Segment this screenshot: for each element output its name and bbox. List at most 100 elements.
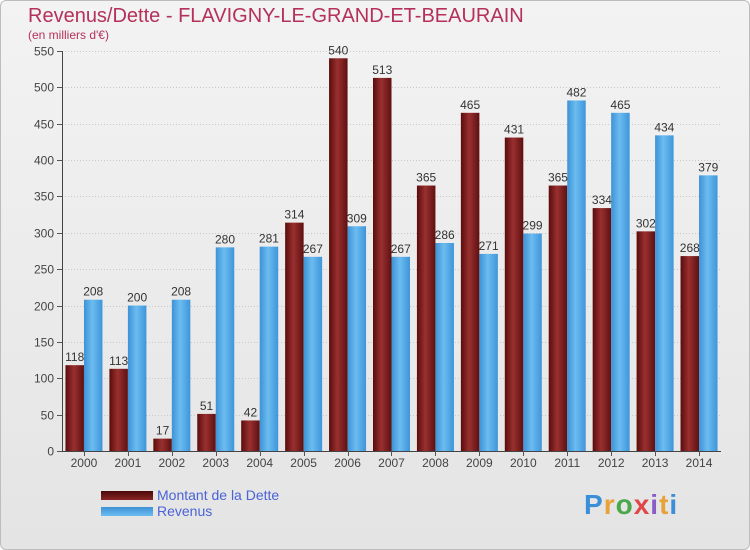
bar-revenue <box>215 247 235 451</box>
x-tick-label: 2002 <box>158 456 185 470</box>
legend-swatch-revenue <box>101 506 153 516</box>
data-labels: 118 208 113 200 17 208 51 280 42 281 314 267 540 309 5… <box>65 43 718 437</box>
bar-debt <box>197 413 216 451</box>
data-label-debt: 465 <box>460 98 480 112</box>
bar-revenue <box>391 256 410 451</box>
logo-letter: t <box>659 489 670 520</box>
x-tick-label: 2000 <box>71 456 98 470</box>
data-label-revenue: 434 <box>654 120 674 134</box>
data-label-revenue: 309 <box>347 211 367 225</box>
bar-debt <box>65 365 84 451</box>
bars <box>65 58 718 452</box>
y-tick-label: 0 <box>47 445 54 459</box>
y-tick-label: 50 <box>41 409 55 423</box>
x-tick-label: 2001 <box>115 456 142 470</box>
logo-letter: P <box>584 489 604 520</box>
data-label-revenue: 299 <box>523 219 543 233</box>
data-label-debt: 540 <box>328 43 348 57</box>
x-tick-label: 2009 <box>466 456 493 470</box>
legend: Montant de la Dette Revenus <box>101 487 279 519</box>
data-label-revenue: 200 <box>127 291 147 305</box>
x-tick-label: 2003 <box>202 456 229 470</box>
x-tick-label: 2007 <box>378 456 405 470</box>
chart-subtitle: (en milliers d'€) <box>28 28 109 42</box>
legend-item-revenue: Revenus <box>101 503 279 519</box>
data-label-revenue: 482 <box>566 85 586 99</box>
bar-debt <box>460 112 480 452</box>
bar-debt <box>416 185 436 451</box>
bar-debt <box>285 222 304 451</box>
x-tick-label: 2010 <box>510 456 537 470</box>
data-label-debt: 334 <box>592 193 612 207</box>
logo-letter: o <box>615 489 634 520</box>
y-tick-label: 500 <box>34 81 54 95</box>
bar-debt <box>153 438 172 451</box>
y-tick-label: 550 <box>34 45 54 59</box>
data-label-revenue: 379 <box>698 160 718 174</box>
x-tick-label: 2012 <box>598 456 625 470</box>
legend-swatch-debt <box>101 490 153 500</box>
bar-revenue <box>83 299 103 451</box>
bar-debt <box>373 77 392 451</box>
logo-letter: x <box>633 489 651 520</box>
bar-revenue <box>523 233 542 451</box>
y-tick-label: 300 <box>34 227 54 241</box>
x-tick-label: 2008 <box>422 456 449 470</box>
data-label-debt: 17 <box>156 424 170 438</box>
x-tick-label: 2013 <box>642 456 669 470</box>
bar-revenue <box>699 175 718 451</box>
bar-debt <box>592 208 612 451</box>
legend-item-debt: Montant de la Dette <box>101 487 279 503</box>
x-tick-label: 2005 <box>290 456 317 470</box>
data-label-revenue: 208 <box>83 285 103 299</box>
data-label-debt: 513 <box>372 63 392 77</box>
bar-revenue <box>479 253 498 451</box>
proxiti-logo: Proxiti <box>584 489 678 521</box>
bar-debt <box>548 185 568 451</box>
data-label-revenue: 271 <box>479 239 499 253</box>
y-tick-label: 450 <box>34 118 54 132</box>
y-tick-label: 100 <box>34 372 54 386</box>
data-label-debt: 42 <box>244 405 258 419</box>
data-label-revenue: 286 <box>435 228 455 242</box>
y-tick-label: 150 <box>34 336 54 350</box>
bar-revenue <box>127 305 147 451</box>
bar-debt <box>109 368 128 451</box>
data-label-debt: 268 <box>680 241 700 255</box>
bar-revenue <box>347 226 367 451</box>
bar-revenue <box>303 256 323 451</box>
bar-debt <box>504 137 524 451</box>
data-label-debt: 365 <box>416 171 436 185</box>
bar-debt <box>636 231 656 451</box>
data-label-revenue: 281 <box>259 232 279 246</box>
y-tick-label: 350 <box>34 190 54 204</box>
data-label-debt: 51 <box>200 399 214 413</box>
bar-revenue <box>611 112 630 452</box>
legend-label-revenue: Revenus <box>157 503 213 519</box>
data-label-revenue: 267 <box>391 242 411 256</box>
data-label-debt: 113 <box>109 354 128 368</box>
bar-debt <box>329 58 348 451</box>
data-label-debt: 314 <box>284 208 304 222</box>
data-label-revenue: 208 <box>171 285 191 299</box>
data-label-debt: 365 <box>548 171 568 185</box>
x-tick-label: 2006 <box>334 456 361 470</box>
data-label-debt: 302 <box>636 216 656 230</box>
logo-letter: i <box>650 489 660 520</box>
x-tick-label: 2014 <box>686 456 713 470</box>
bar-revenue <box>655 135 674 451</box>
data-label-revenue: 267 <box>303 242 323 256</box>
bar-debt <box>241 420 260 451</box>
chart-title: Revenus/Dette - FLAVIGNY-LE-GRAND-ET-BEA… <box>28 5 524 27</box>
y-tick-label: 200 <box>34 300 54 314</box>
data-label-revenue: 465 <box>610 98 630 112</box>
bar-revenue <box>567 100 586 452</box>
bar-revenue <box>259 246 279 451</box>
logo-letter: i <box>669 489 679 520</box>
y-tick-label: 250 <box>34 263 54 277</box>
bar-debt <box>680 256 700 451</box>
legend-label-debt: Montant de la Dette <box>157 487 280 503</box>
axes: 0 50 100 150 200 250 300 350 400 450 500 550 2000 200… <box>34 45 721 470</box>
